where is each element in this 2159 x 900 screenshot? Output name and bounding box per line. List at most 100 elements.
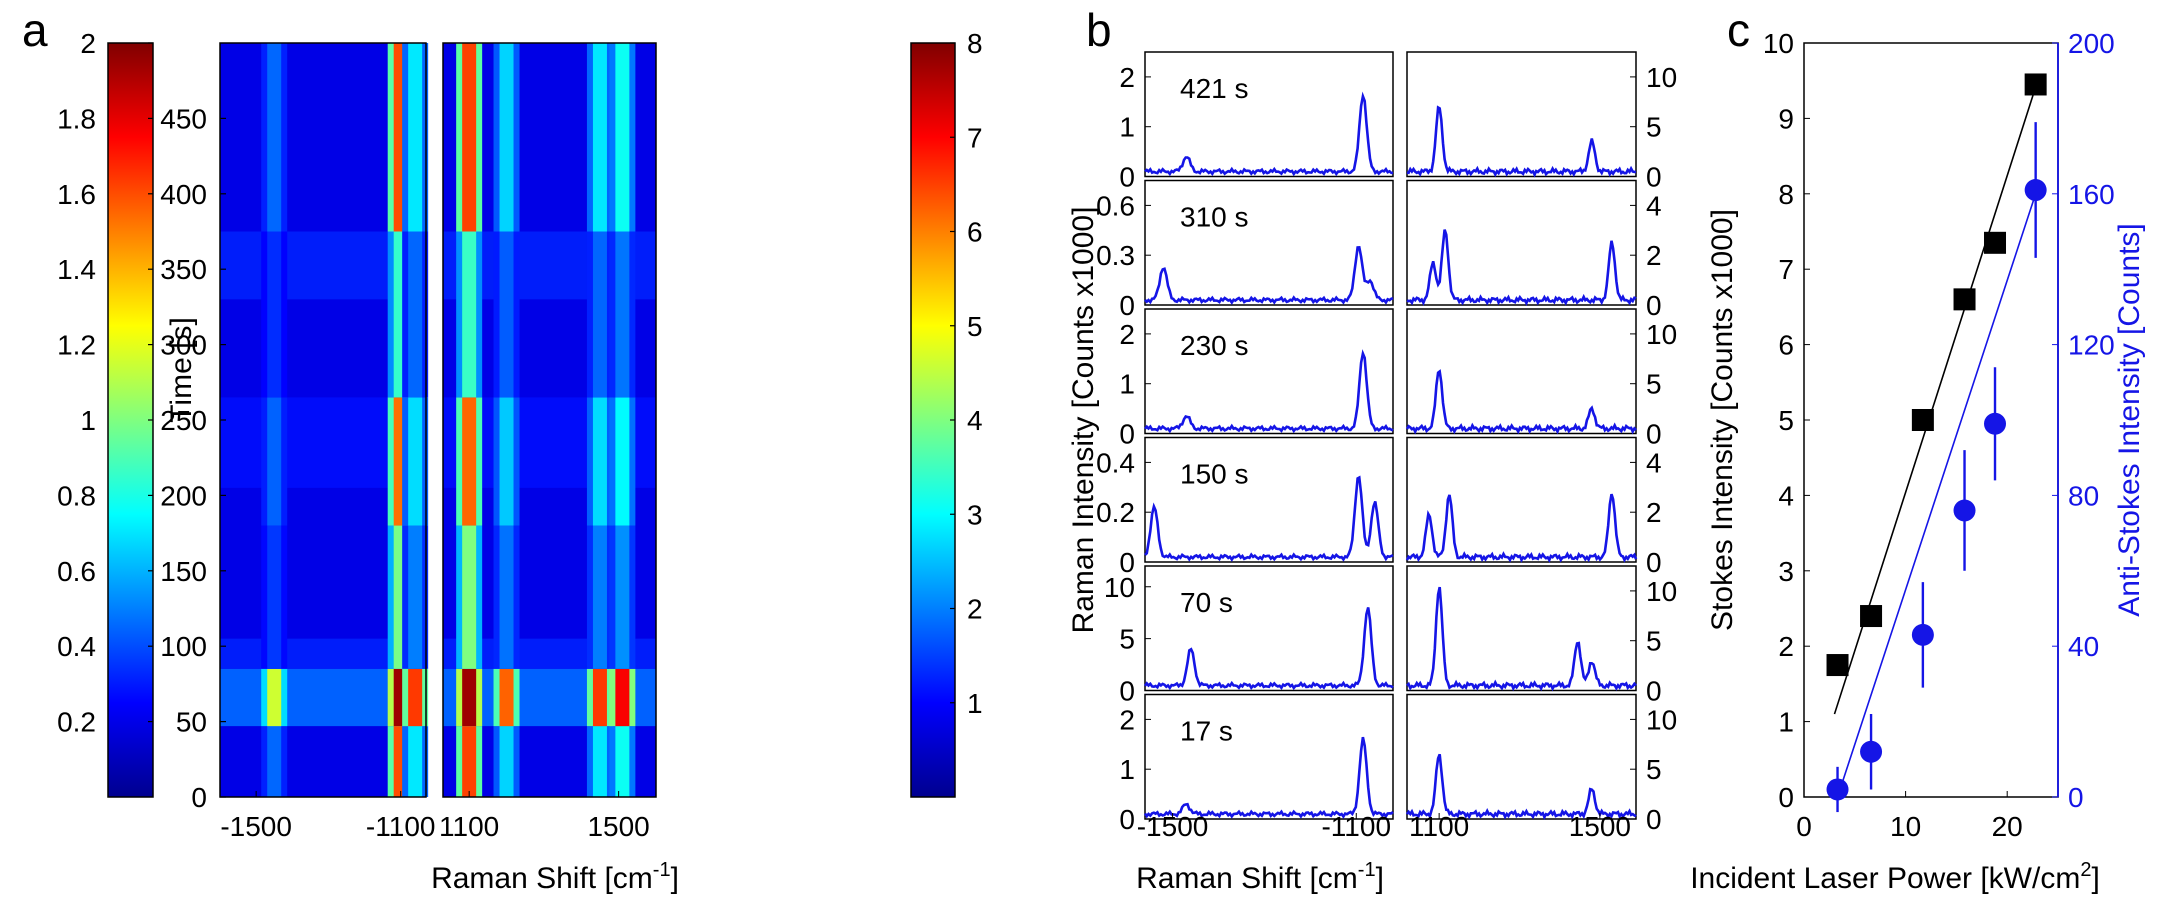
ytick-right-label: 200 xyxy=(2068,28,2115,59)
xtick-label: 10 xyxy=(1890,811,1921,842)
spectrum-stokes-line xyxy=(1406,105,1637,178)
panel-a-ylabel: Time [s] xyxy=(165,317,198,423)
stokes-point xyxy=(1826,654,1849,677)
heatmap-stripe xyxy=(267,231,282,398)
spectrum-ytick-label: 2 xyxy=(1119,704,1135,735)
colorbar-anti-stokes-tick-label: 1.2 xyxy=(57,330,96,361)
colorbar-stokes-tick-label: 7 xyxy=(967,122,983,153)
spectrum-ytick-label-right: 4 xyxy=(1646,447,1662,478)
heatmap-stripe xyxy=(408,397,423,526)
heatmap-stripe xyxy=(615,726,630,797)
heatmap-stripe xyxy=(462,668,477,727)
colorbar-stokes-ticks: 1 2 3 4 5 6 7 8 xyxy=(950,28,983,719)
heatmap-xtick-label: -1500 xyxy=(220,811,292,842)
colorbar-anti-stokes-tick-label: 0.4 xyxy=(57,631,96,662)
colorbar-stokes-tick-label: 1 xyxy=(967,688,983,719)
heatmap-ytick-label: 450 xyxy=(160,103,207,134)
heatmap-stripe xyxy=(499,397,514,526)
colorbar-stokes-tick-label: 3 xyxy=(967,499,983,530)
heatmap-ytick-label: 50 xyxy=(176,707,207,738)
heatmap-stripe xyxy=(615,525,630,669)
heatmap-stripe xyxy=(499,231,514,398)
colorbar-anti-stokes-ticks: 0.2 0.4 0.6 0.8 1 1.2 1.4 1.6 1.8 2 xyxy=(57,28,153,738)
ytick-right-label: 120 xyxy=(2068,330,2115,361)
ytick-left-label: 1 xyxy=(1778,707,1794,738)
spectrum-ytick-label-right: 0 xyxy=(1646,804,1662,835)
spectrum-ytick-label: 0 xyxy=(1119,547,1135,578)
spectrum-stokes-frame xyxy=(1406,308,1637,435)
heatmap-ytick-label: 400 xyxy=(160,179,207,210)
xtick-label: 20 xyxy=(1992,811,2023,842)
spectrum-ytick-label: 0 xyxy=(1119,804,1135,835)
ytick-right-label: 160 xyxy=(2068,179,2115,210)
panel-c-ylabel-left: Stokes Intensity [Counts x1000] xyxy=(1706,209,1739,631)
heatmap-stripe xyxy=(499,668,514,727)
heatmap-stripe xyxy=(267,43,282,232)
panel-a-xlabel: Raman Shift [cm-1] xyxy=(431,859,679,895)
spectrum-ytick-label: 1 xyxy=(1119,754,1135,785)
colorbar-anti-stokes-tick-label: 1 xyxy=(80,405,96,436)
heatmap-stripe xyxy=(592,231,607,398)
stokes-point xyxy=(2024,73,2047,96)
ytick-left-label: 6 xyxy=(1778,330,1794,361)
panel-b-label: b xyxy=(1086,4,1112,56)
panel-c-xlabel: Incident Laser Power [kW/cm2] xyxy=(1690,859,2100,895)
ytick-left-label: 0 xyxy=(1778,782,1794,813)
spectrum-ytick-label-right: 10 xyxy=(1646,319,1677,350)
spectrum-ytick-label-right: 0 xyxy=(1646,419,1662,450)
spectrum-ytick-label: 0 xyxy=(1119,162,1135,193)
heatmap-stripe xyxy=(615,397,630,526)
spectrum-anti-stokes-line xyxy=(1144,349,1394,434)
spectrum-ytick-label: 10 xyxy=(1104,572,1135,603)
colorbar-anti-stokes-tick-label: 1.8 xyxy=(57,103,96,134)
heatmap-stripe xyxy=(615,668,630,727)
spectrum-stokes-frame xyxy=(1406,693,1637,820)
heatmap-stripe xyxy=(408,668,423,727)
heatmap-stripe xyxy=(499,525,514,669)
spectrum-ytick-label-right: 4 xyxy=(1646,190,1662,221)
ytick-left-label: 9 xyxy=(1778,103,1794,134)
ytick-right-label: 40 xyxy=(2068,631,2099,662)
anti-stokes-point xyxy=(1826,778,1849,801)
colorbar-anti-stokes-tick-label: 0.2 xyxy=(57,707,96,738)
anti-stokes-point xyxy=(1911,623,1934,646)
spectrum-anti-stokes-frame xyxy=(1144,308,1394,435)
stokes-point xyxy=(1860,605,1883,628)
colorbar-stokes-tick-label: 8 xyxy=(967,28,983,59)
colorbar-stokes-tick-label: 2 xyxy=(967,594,983,625)
heatmap-stripe xyxy=(615,43,630,232)
heatmap-stripe xyxy=(592,668,607,727)
ytick-left-label: 7 xyxy=(1778,254,1794,285)
spectrum-xtick-label: 1100 xyxy=(1409,811,1469,842)
heatmap-stripe xyxy=(499,43,514,232)
anti-stokes-point xyxy=(1860,740,1883,763)
heatmap-axes: 0 50 100 150 200 250 300 350 400 450 -1500 -1100 110… xyxy=(160,42,657,842)
heatmap-anti-stokes xyxy=(220,43,429,797)
spectrum-ytick-label: 0.2 xyxy=(1096,497,1135,528)
spectrum-ytick-label: 1 xyxy=(1119,112,1135,143)
ytick-right-label: 0 xyxy=(2068,782,2084,813)
spectrum-anti-stokes-line xyxy=(1144,91,1394,177)
colorbar-stokes-tick-label: 5 xyxy=(967,311,983,342)
heatmap-stripe xyxy=(592,525,607,669)
colorbar-stokes xyxy=(910,42,956,798)
spectrum-ytick-label-right: 2 xyxy=(1646,240,1662,271)
ytick-left-label: 8 xyxy=(1778,179,1794,210)
ytick-left-label: 4 xyxy=(1778,480,1794,511)
spectrum-xtick-label: -1500 xyxy=(1137,811,1209,842)
heatmap-stripe xyxy=(267,397,282,526)
colorbar-anti-stokes xyxy=(107,42,154,798)
colorbar-stokes-tick-label: 4 xyxy=(967,405,983,436)
anti-stokes-point xyxy=(2024,179,2047,202)
heatmap-stripe xyxy=(408,43,423,232)
heatmap-stripe xyxy=(408,231,423,398)
heatmap-stripe xyxy=(267,525,282,669)
heatmap-stripe xyxy=(592,397,607,526)
anti-stokes-point xyxy=(1953,499,1976,522)
spectrum-stokes-line xyxy=(1406,229,1637,307)
heatmap-ytick-label: 150 xyxy=(160,556,207,587)
colorbar-stokes-tick-label: 6 xyxy=(967,217,983,248)
heatmap-stripe xyxy=(462,525,477,669)
heatmap-ytick-label: 300 xyxy=(160,330,207,361)
